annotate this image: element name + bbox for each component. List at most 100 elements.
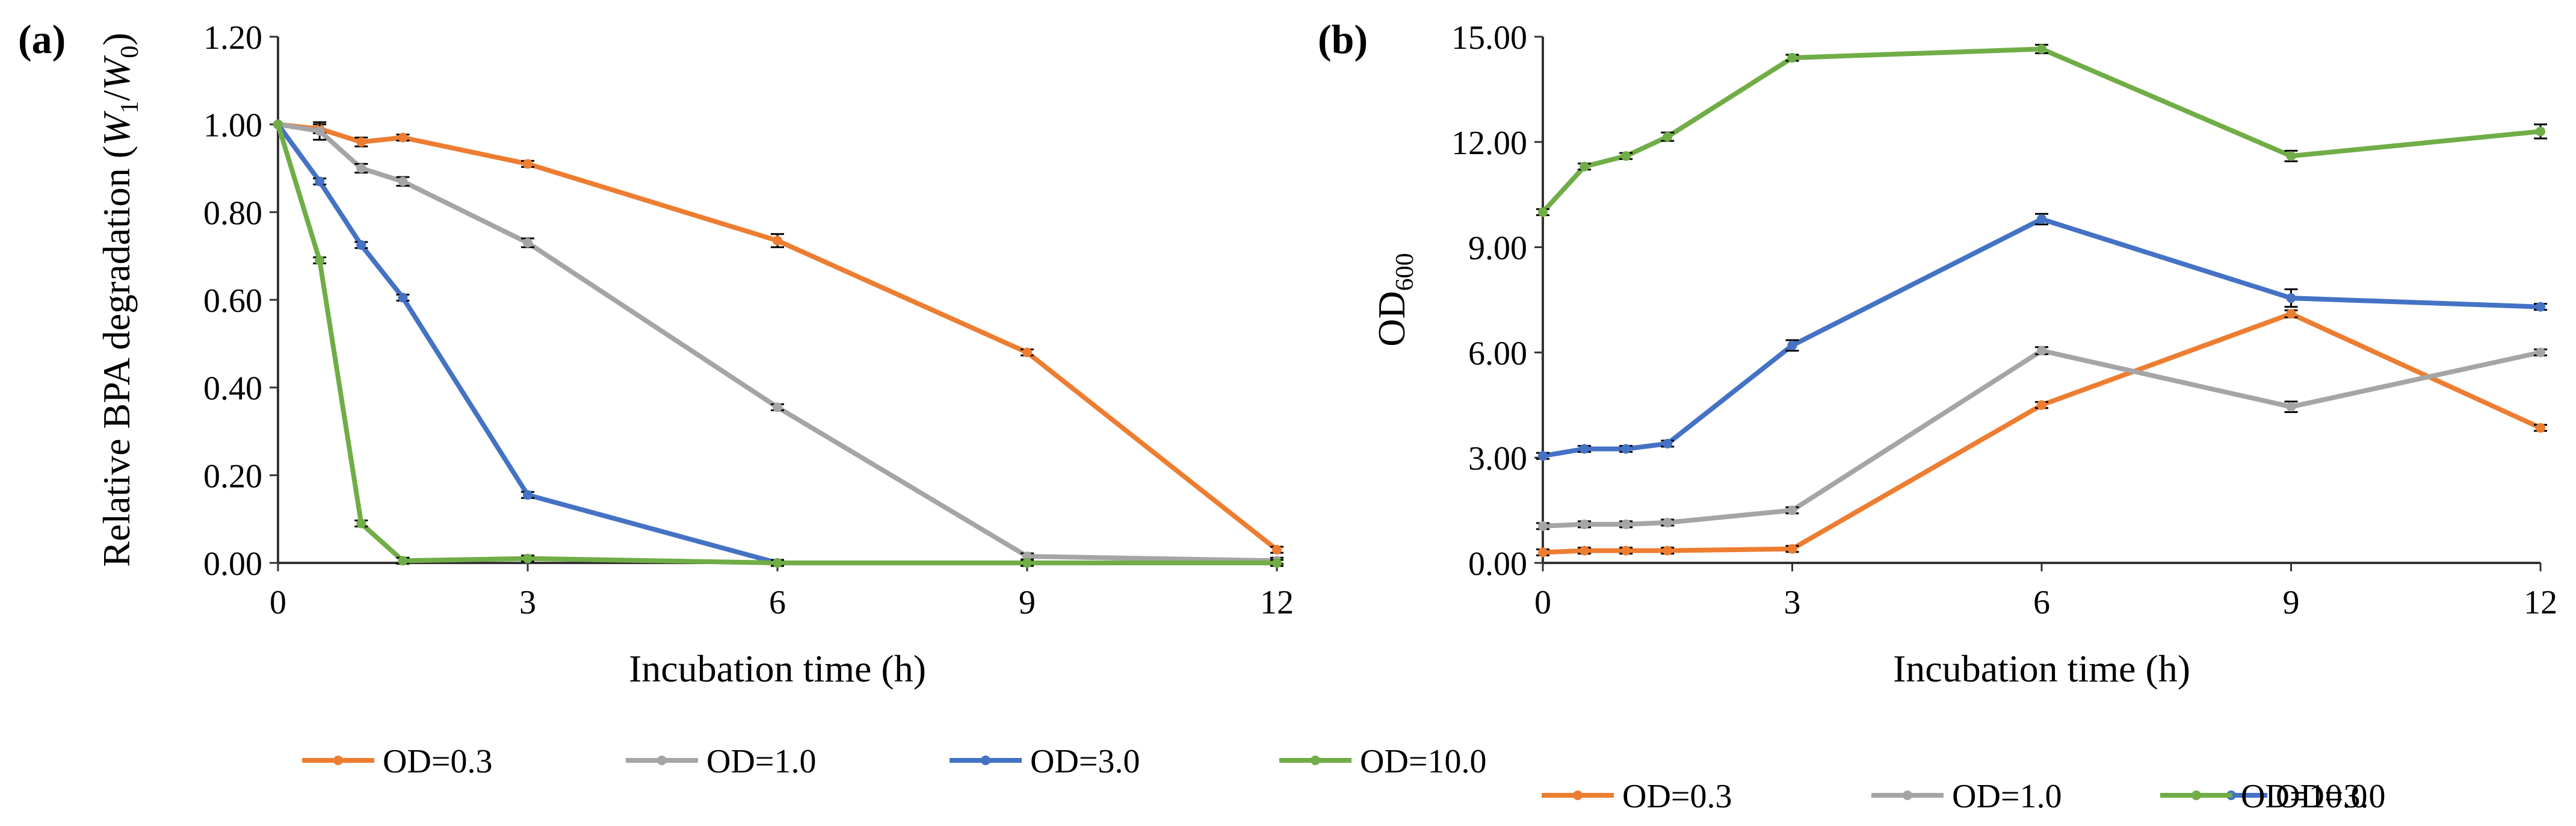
- series-OD=10.0: [273, 119, 1283, 568]
- data-point: [315, 255, 325, 266]
- x-axis-label: Incubation time (h): [1893, 647, 2190, 690]
- data-point: [2286, 309, 2296, 319]
- data-point: [1621, 444, 1631, 454]
- y-axis-label-part: 600: [1391, 253, 1419, 291]
- data-point: [1787, 52, 1797, 63]
- legend-label: OD=10.0: [2241, 778, 2367, 815]
- data-point: [356, 163, 366, 173]
- data-point: [356, 240, 366, 250]
- y-tick-label: 0.60: [203, 282, 262, 320]
- data-point: [2286, 293, 2296, 303]
- legend-swatch-marker: [1573, 790, 1583, 800]
- legend-label: OD=3.0: [1030, 743, 1140, 780]
- legend-item: OD=0.3: [302, 743, 492, 780]
- series-line: [277, 122, 1277, 564]
- y-axis-label-part: W: [95, 110, 138, 146]
- y-tick-label: 12.00: [1451, 125, 1527, 162]
- y-tick-label: 15.00: [1451, 19, 1527, 57]
- data-point: [2536, 347, 2545, 358]
- legend-label: OD=3.0: [2276, 778, 2385, 815]
- data-point: [2037, 400, 2046, 410]
- data-point: [1538, 521, 1548, 531]
- legend-label: OD=1.0: [706, 743, 816, 780]
- panel-label: (a): [18, 16, 66, 62]
- data-point: [1022, 347, 1032, 358]
- y-tick-label: 1.20: [203, 19, 262, 57]
- data-point: [773, 558, 782, 568]
- series-OD=3.0: [1536, 213, 2547, 461]
- data-point: [315, 176, 325, 187]
- series-line: [1542, 311, 2542, 555]
- data-point: [773, 235, 782, 246]
- legend-item: OD=10.0: [1279, 743, 1486, 780]
- y-tick-label: 0.00: [203, 545, 262, 583]
- legend-swatch-marker: [1311, 756, 1320, 765]
- legend-item: OD=1.0: [1871, 778, 2062, 815]
- data-point: [2037, 346, 2046, 356]
- series-OD=0.3: [273, 119, 1283, 555]
- x-tick-label: 0: [1534, 584, 1551, 621]
- x-tick-label: 6: [2033, 584, 2050, 621]
- data-point: [1272, 558, 1282, 568]
- y-axis-label-part: OD: [1370, 291, 1413, 346]
- data-point: [1538, 451, 1548, 461]
- data-point: [356, 137, 366, 147]
- legend-swatch-marker: [981, 756, 990, 765]
- y-axis-label: OD600: [1370, 253, 1419, 346]
- data-point: [1663, 438, 1673, 449]
- y-axis-label-part: W: [95, 55, 138, 90]
- panel-b: (b) 0.00 3.00 6.00 9.00 12.00 15.00 0 3 6 9 12 Incub…: [1318, 16, 2557, 815]
- y-tick-label: 3.00: [1468, 440, 1527, 477]
- x-tick-label: 0: [270, 584, 286, 621]
- data-point: [1580, 519, 1590, 529]
- y-tick-label: 0.80: [203, 194, 262, 232]
- data-point: [1022, 558, 1032, 568]
- series-OD=3.0: [273, 119, 1283, 568]
- data-point: [1538, 207, 1548, 217]
- series-line: [276, 123, 1277, 565]
- series-OD=1.0: [1536, 346, 2547, 531]
- data-point: [1580, 161, 1590, 172]
- series-OD=10.0: [1536, 43, 2547, 217]
- data-point: [1580, 545, 1590, 556]
- data-point: [398, 556, 408, 566]
- y-axis-label-part: 0: [116, 46, 144, 58]
- series-line: [277, 122, 1279, 552]
- legend-swatch-marker: [657, 756, 667, 765]
- data-point: [1663, 517, 1673, 527]
- data-point: [523, 159, 533, 169]
- data-point: [2536, 302, 2545, 312]
- y-tick-label: 1.00: [203, 107, 262, 144]
- legend-swatch-marker: [333, 756, 343, 765]
- data-point: [2536, 126, 2545, 137]
- x-tick-label: 9: [1019, 584, 1036, 621]
- x-tick-label: 12: [2524, 584, 2557, 621]
- legend-label: OD=1.0: [1952, 778, 2062, 815]
- x-tick-label: 9: [2283, 584, 2300, 621]
- data-point: [1621, 151, 1631, 161]
- legend-item: OD=1.0: [626, 743, 816, 780]
- data-point: [523, 553, 533, 564]
- x-axis-label: Incubation time (h): [629, 647, 926, 690]
- data-point: [1787, 505, 1797, 515]
- y-tick-label: 0.00: [1468, 545, 1527, 583]
- x-tick-label: 6: [769, 584, 786, 621]
- series-line: [276, 123, 1277, 565]
- series-line: [1542, 217, 2541, 459]
- data-point: [523, 238, 533, 248]
- legend-swatch-marker: [1903, 790, 1912, 800]
- x-tick-label: 3: [1784, 584, 1801, 621]
- series-line: [1541, 46, 2541, 214]
- data-point: [398, 176, 408, 187]
- data-point: [315, 126, 325, 136]
- data-point: [2286, 402, 2296, 412]
- data-point: [2286, 151, 2296, 161]
- y-axis-label-part: /: [95, 90, 138, 101]
- data-point: [273, 119, 283, 129]
- data-point: [523, 490, 533, 500]
- data-point: [356, 518, 366, 529]
- legend-swatch-marker: [2191, 790, 2201, 800]
- data-point: [1538, 547, 1548, 557]
- x-tick-label: 3: [519, 584, 536, 621]
